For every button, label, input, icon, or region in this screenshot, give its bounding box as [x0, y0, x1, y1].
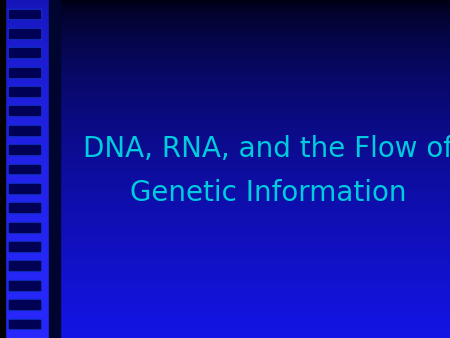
Bar [8, 183, 41, 194]
Bar [9, 281, 40, 290]
Bar [8, 8, 41, 19]
Bar [9, 145, 40, 154]
Bar [8, 47, 41, 58]
Bar [9, 106, 40, 115]
Bar [9, 48, 40, 57]
Bar [9, 320, 40, 329]
Bar [9, 165, 40, 173]
Bar [8, 125, 41, 136]
Bar [9, 9, 40, 18]
Bar [9, 203, 40, 212]
Bar [8, 144, 41, 155]
Bar [49, 0, 60, 338]
Bar [9, 29, 40, 38]
Text: Genetic Information: Genetic Information [130, 179, 406, 207]
Bar [9, 68, 40, 76]
Bar [8, 28, 41, 39]
Text: DNA, RNA, and the Flow of: DNA, RNA, and the Flow of [83, 135, 450, 163]
Bar [8, 105, 41, 116]
Bar [9, 126, 40, 135]
Bar [8, 299, 41, 310]
Bar [9, 87, 40, 96]
Bar [8, 164, 41, 174]
Bar [9, 262, 40, 270]
Bar [8, 261, 41, 271]
Bar [9, 223, 40, 232]
Bar [0, 0, 5, 338]
Bar [9, 300, 40, 309]
Bar [8, 241, 41, 252]
Bar [8, 319, 41, 330]
Bar [8, 280, 41, 291]
Bar [8, 222, 41, 233]
Bar [8, 202, 41, 213]
Bar [8, 86, 41, 97]
Bar [8, 67, 41, 77]
Bar [9, 242, 40, 251]
Bar [9, 184, 40, 193]
